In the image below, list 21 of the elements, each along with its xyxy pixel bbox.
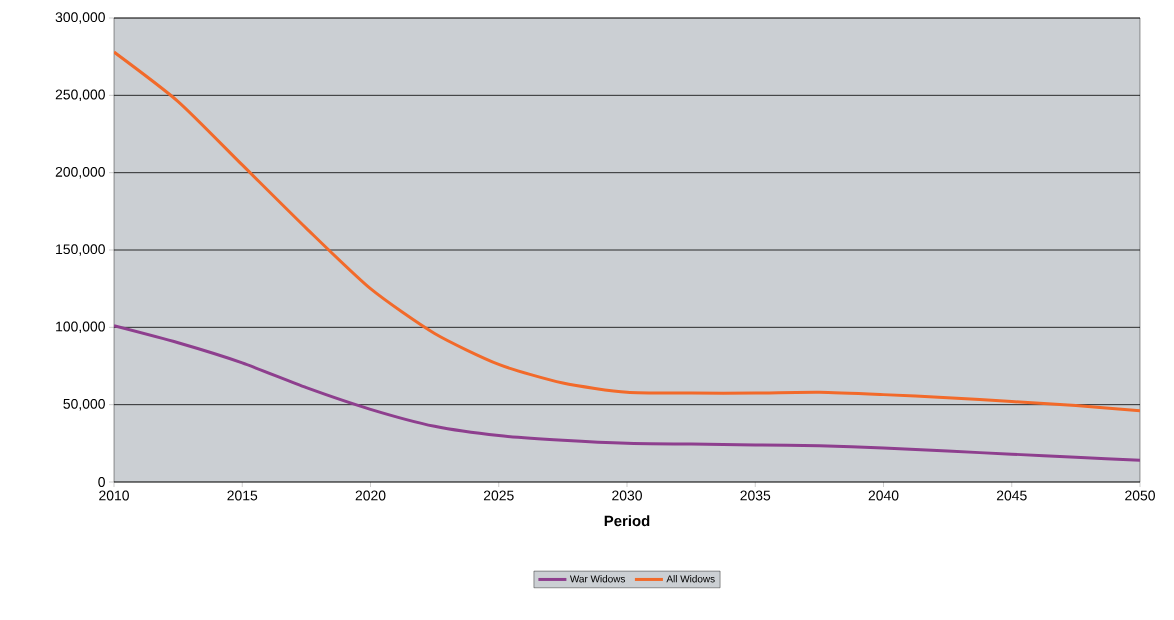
line-series xyxy=(114,324,1141,462)
x-tick-label: 2050 xyxy=(1125,490,1155,501)
y-tick-label: 300,000 xyxy=(55,12,105,24)
x-tick-label: 2045 xyxy=(996,490,1027,501)
x-tick-label: 2040 xyxy=(868,490,899,501)
y-tick-label: 0 xyxy=(98,477,105,487)
y-tick-label: 200,000 xyxy=(55,166,105,179)
x-tick-label: 2010 xyxy=(99,490,129,501)
x-tick-label: 2030 xyxy=(612,490,642,501)
y-tick-label: 50,000 xyxy=(63,398,105,411)
y-tick-label: 150,000 xyxy=(56,244,105,256)
legend-label: All Widows xyxy=(666,575,715,583)
x-tick-label: 2015 xyxy=(227,490,258,501)
x-tick-label: 2020 xyxy=(355,490,386,501)
x-axis-title: Period xyxy=(604,515,650,527)
y-tick-label: 100,000 xyxy=(56,321,105,334)
line-series xyxy=(114,50,1141,413)
y-tick-label: 250,000 xyxy=(55,89,105,102)
x-tick-label: 2025 xyxy=(483,490,514,501)
x-tick-label: 2035 xyxy=(740,490,771,501)
legend-label: War Widows xyxy=(569,575,626,583)
